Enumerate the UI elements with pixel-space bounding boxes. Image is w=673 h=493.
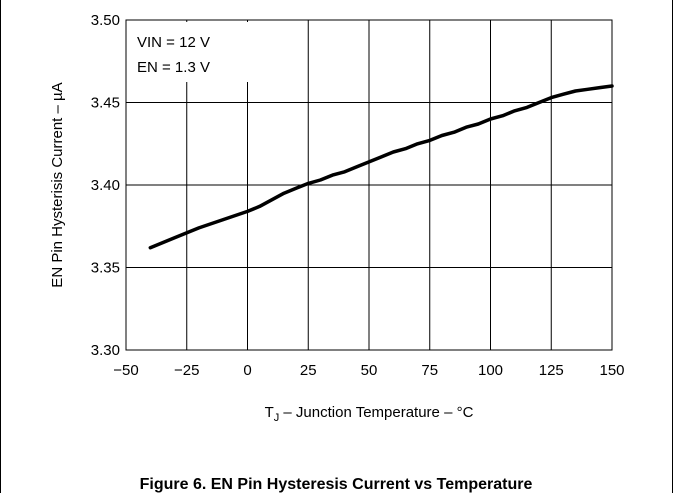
x-tick-label: 150 xyxy=(599,362,624,379)
figure-caption: Figure 6. EN Pin Hysteresis Current vs T… xyxy=(140,476,533,493)
condition-box xyxy=(130,22,258,82)
y-tick-label: 3.30 xyxy=(91,342,120,359)
y-axis-label: EN Pin Hysterisis Current – µA xyxy=(49,82,66,287)
y-tick-label: 3.35 xyxy=(91,260,120,277)
x-tick-label: 125 xyxy=(539,362,564,379)
x-tick-label: 0 xyxy=(243,362,251,379)
x-tick-label: 75 xyxy=(421,362,438,379)
x-axis-label-main: T xyxy=(265,404,274,421)
x-tick-label: 100 xyxy=(478,362,503,379)
annotation-vin: VIN = 12 V xyxy=(137,34,210,51)
x-axis-label-subscript: J xyxy=(274,412,280,424)
series-line xyxy=(148,84,614,250)
x-tick-label: −50 xyxy=(113,362,138,379)
y-tick-label: 3.40 xyxy=(91,177,120,194)
x-tick-label: −25 xyxy=(174,362,199,379)
x-tick-label: 50 xyxy=(361,362,378,379)
y-tick-label: 3.50 xyxy=(91,12,120,29)
y-tick-label: 3.45 xyxy=(91,95,120,112)
annotation-en: EN = 1.3 V xyxy=(137,59,210,76)
plot-area xyxy=(125,19,613,351)
grid xyxy=(126,20,612,350)
tick-labels: −50 −25 0 25 50 75 100 125 150 3.30 3.35 3.40 3.45 3.… xyxy=(91,12,625,379)
x-axis-label-rest: – Junction Temperature – °C xyxy=(279,404,473,421)
x-tick-label: 25 xyxy=(300,362,317,379)
x-axis-label: TJ – Junction Temperature – °C xyxy=(265,404,474,424)
